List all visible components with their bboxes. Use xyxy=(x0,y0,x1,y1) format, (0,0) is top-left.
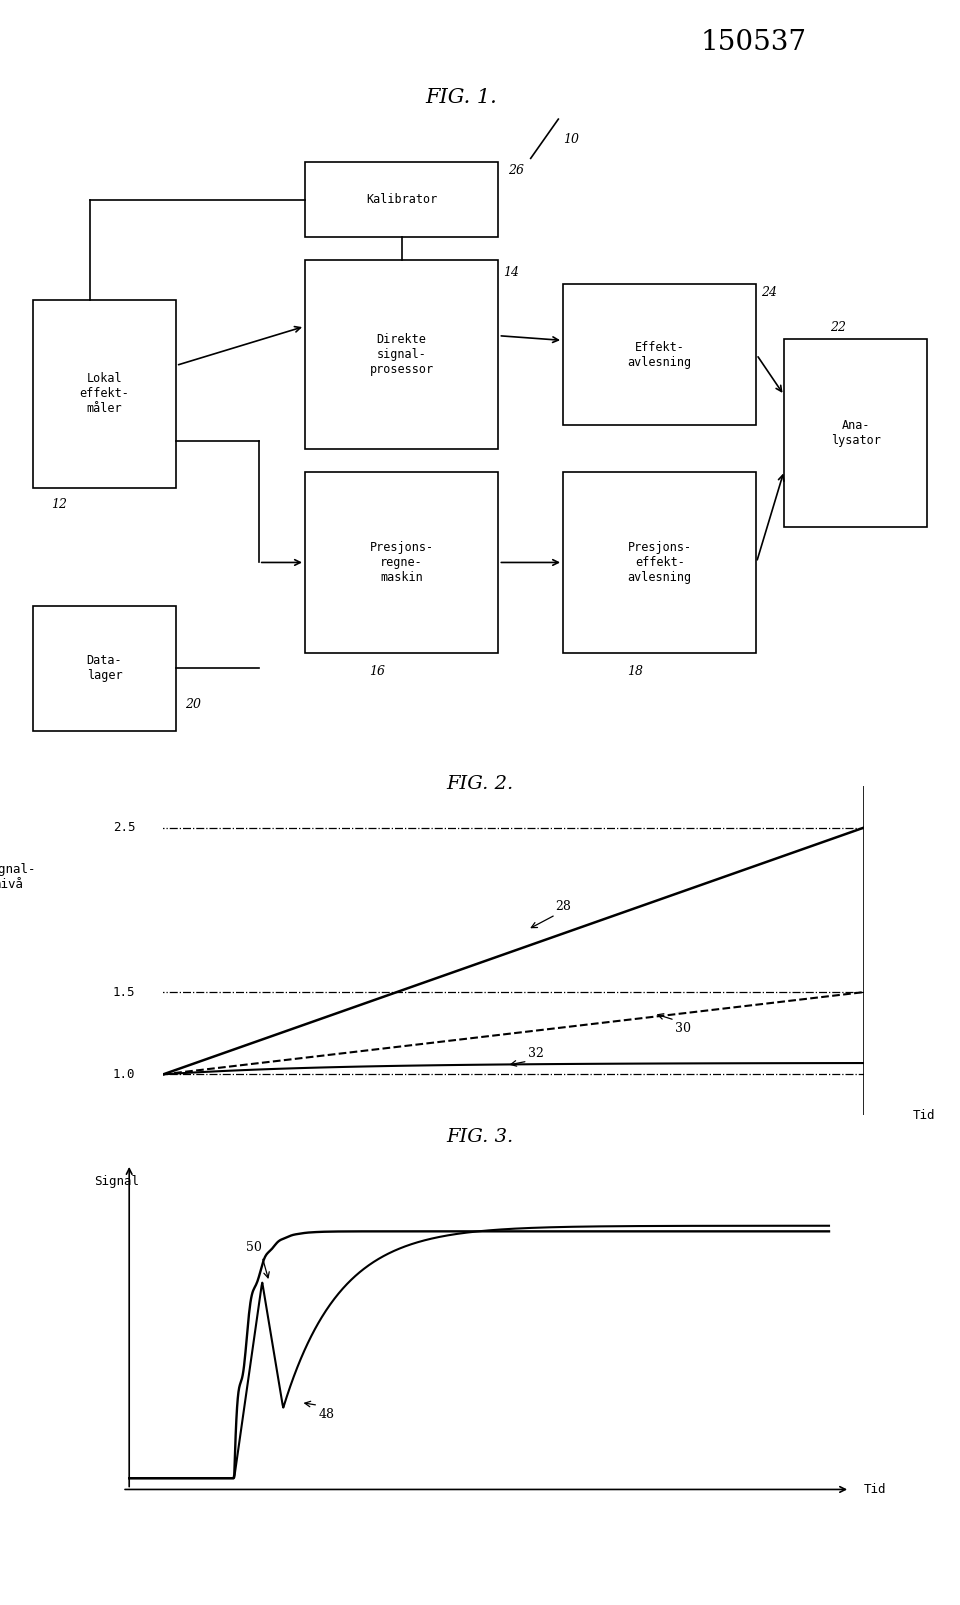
Text: FIG. 2.: FIG. 2. xyxy=(446,775,514,793)
Text: Kalibrator: Kalibrator xyxy=(366,193,438,205)
Text: Tid: Tid xyxy=(864,1483,886,1496)
Bar xyxy=(784,339,927,526)
Text: FIG. 1.: FIG. 1. xyxy=(425,88,497,108)
Bar xyxy=(33,300,176,488)
Text: Tid: Tid xyxy=(913,1109,936,1122)
Bar xyxy=(563,284,756,425)
Text: FIG. 3.: FIG. 3. xyxy=(446,1128,514,1146)
Text: Effekt-
avlesning: Effekt- avlesning xyxy=(628,340,692,369)
Text: Signal: Signal xyxy=(94,1175,139,1188)
Bar xyxy=(305,260,498,449)
Text: 30: 30 xyxy=(675,1022,691,1035)
Text: Ana-
lysator: Ana- lysator xyxy=(830,419,880,448)
Text: 10: 10 xyxy=(563,133,579,146)
Text: 24: 24 xyxy=(761,286,777,299)
Bar xyxy=(33,605,176,732)
Text: 12: 12 xyxy=(52,498,67,510)
Text: 14: 14 xyxy=(503,266,519,279)
Text: 28: 28 xyxy=(556,900,571,913)
Text: Direkte
signal-
prosessor: Direkte signal- prosessor xyxy=(370,332,434,376)
Text: 2.5: 2.5 xyxy=(112,822,135,835)
Text: Presjons-
regne-
maskin: Presjons- regne- maskin xyxy=(370,541,434,584)
Bar xyxy=(305,472,498,653)
Text: 1.0: 1.0 xyxy=(112,1067,135,1080)
Text: 48: 48 xyxy=(318,1408,334,1420)
Text: 22: 22 xyxy=(830,321,846,334)
Text: 50: 50 xyxy=(247,1241,262,1254)
Text: 1.5: 1.5 xyxy=(112,985,135,998)
Text: 32: 32 xyxy=(528,1048,543,1061)
Text: Presjons-
effekt-
avlesning: Presjons- effekt- avlesning xyxy=(628,541,692,584)
Text: 16: 16 xyxy=(370,664,385,677)
Text: 18: 18 xyxy=(628,664,643,677)
Text: Signal-
nivå: Signal- nivå xyxy=(0,863,36,891)
Bar xyxy=(305,162,498,238)
Text: 26: 26 xyxy=(508,164,523,177)
Text: Lokal
effekt-
måler: Lokal effekt- måler xyxy=(80,372,130,416)
Text: 20: 20 xyxy=(185,698,201,711)
Text: 150537: 150537 xyxy=(701,29,807,56)
Bar xyxy=(563,472,756,653)
Text: Data-
lager: Data- lager xyxy=(86,655,122,682)
